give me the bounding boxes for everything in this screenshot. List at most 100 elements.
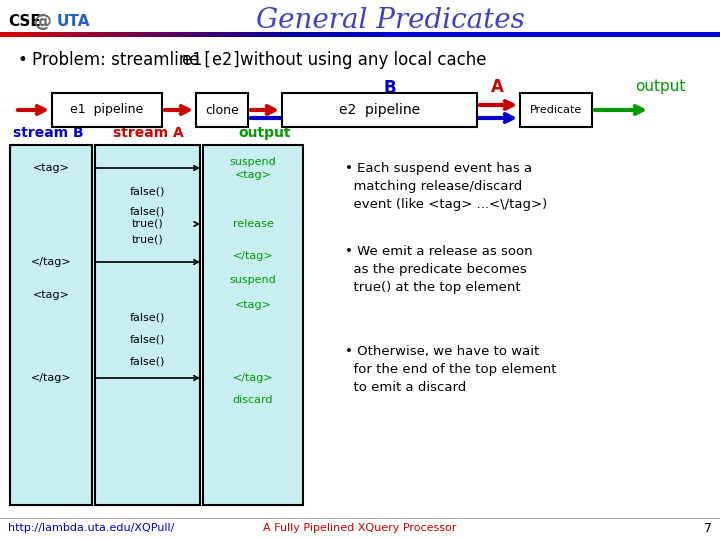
Bar [596, 32, 597, 37]
Bar [168, 32, 169, 37]
Bar [381, 32, 382, 37]
Bar [599, 32, 600, 37]
Text: discard: discard [233, 395, 274, 405]
Bar [71, 32, 72, 37]
Bar [231, 32, 232, 37]
Bar [352, 32, 353, 37]
Bar [348, 32, 349, 37]
Bar [13, 32, 14, 37]
Bar [669, 32, 670, 37]
Bar [420, 32, 421, 37]
Bar [29, 32, 30, 37]
Bar [86, 32, 87, 37]
Bar [194, 32, 195, 37]
Bar [457, 32, 458, 37]
Bar [288, 32, 289, 37]
Bar [462, 32, 463, 37]
Bar [530, 32, 531, 37]
Bar [678, 32, 679, 37]
Bar [377, 32, 378, 37]
Bar [445, 32, 446, 37]
Bar [559, 32, 560, 37]
Bar [627, 32, 628, 37]
Bar [28, 32, 29, 37]
Bar [493, 32, 494, 37]
Text: false(): false() [130, 335, 165, 345]
Bar [313, 32, 314, 37]
Bar [442, 32, 443, 37]
Bar [128, 32, 129, 37]
Bar [645, 32, 646, 37]
Bar [47, 32, 48, 37]
Bar [162, 32, 163, 37]
Bar [44, 32, 45, 37]
Bar [374, 32, 375, 37]
Text: false(): false() [130, 313, 165, 323]
Bar [243, 32, 244, 37]
Bar [566, 32, 567, 37]
Bar [58, 32, 59, 37]
Bar [415, 32, 416, 37]
Bar [300, 32, 301, 37]
Bar [361, 32, 362, 37]
Bar [520, 93, 592, 127]
Bar [239, 32, 240, 37]
Bar [156, 32, 157, 37]
Bar [464, 32, 465, 37]
Bar [343, 32, 344, 37]
Bar [173, 32, 174, 37]
Bar [277, 32, 278, 37]
Bar [707, 32, 708, 37]
Bar [649, 32, 650, 37]
Bar [183, 32, 184, 37]
Bar [538, 32, 539, 37]
Bar [180, 32, 181, 37]
Bar [605, 32, 606, 37]
Bar [314, 32, 315, 37]
Bar [404, 32, 405, 37]
Bar [472, 32, 473, 37]
Bar [703, 32, 704, 37]
Bar [256, 32, 257, 37]
Bar [490, 32, 491, 37]
Bar [145, 32, 146, 37]
Bar [618, 32, 619, 37]
Bar [298, 32, 299, 37]
Bar [611, 32, 612, 37]
Bar [157, 32, 158, 37]
Bar [246, 32, 247, 37]
Text: false(): false() [130, 187, 165, 197]
Bar [2, 32, 3, 37]
Bar [210, 32, 211, 37]
Bar [53, 32, 54, 37]
Bar [75, 32, 76, 37]
Text: • Otherwise, we have to wait
  for the end of the top element
  to emit a discar: • Otherwise, we have to wait for the end… [345, 345, 557, 394]
Bar [204, 32, 205, 37]
Bar [591, 32, 592, 37]
Bar [376, 32, 377, 37]
Bar [97, 32, 98, 37]
Bar [226, 32, 227, 37]
Bar [467, 32, 468, 37]
Text: <tag>: <tag> [32, 163, 69, 173]
Bar [107, 32, 108, 37]
Bar [205, 32, 206, 37]
Bar [588, 32, 589, 37]
Bar [515, 32, 516, 37]
Bar [600, 32, 601, 37]
Bar [122, 32, 123, 37]
Bar [555, 32, 556, 37]
Bar [557, 32, 558, 37]
Bar [198, 32, 199, 37]
Bar [615, 32, 616, 37]
Bar [690, 32, 691, 37]
Bar [658, 32, 659, 37]
Bar [350, 32, 351, 37]
Bar [369, 32, 370, 37]
Bar [697, 32, 698, 37]
Bar [260, 32, 261, 37]
Bar [130, 32, 131, 37]
Text: output: output [635, 79, 685, 94]
Bar [700, 32, 701, 37]
Bar [296, 32, 297, 37]
